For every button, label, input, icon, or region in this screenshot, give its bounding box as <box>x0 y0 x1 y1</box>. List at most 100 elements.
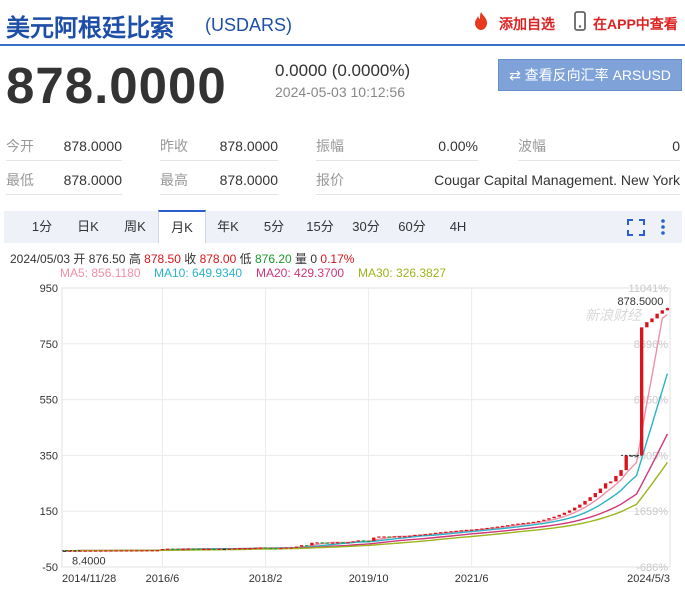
high-value: 878.50 <box>144 252 181 266</box>
candle <box>269 547 273 550</box>
candle <box>238 548 242 550</box>
candle <box>325 542 330 544</box>
volume-value: 0 <box>310 252 318 266</box>
candle <box>665 308 670 311</box>
x-tick-label: 2018/2 <box>249 573 283 585</box>
stat-range: 波幅 0 <box>518 132 680 161</box>
tab-year-k[interactable]: 年K <box>217 219 239 234</box>
candle <box>578 504 582 508</box>
x-tick-label: 2024/5/3 <box>627 573 670 585</box>
candle <box>660 310 664 314</box>
pct-tick-label: 6350% <box>634 395 668 407</box>
tab-5min[interactable]: 5分 <box>263 219 285 234</box>
candle <box>181 548 185 551</box>
tab-4h[interactable]: 4H <box>449 219 467 234</box>
candle <box>207 548 211 550</box>
low-label: 低 <box>239 252 252 266</box>
candle <box>93 550 98 552</box>
page-header: 美元阿根廷比索 (USDARS) 添加自选 在APP中查看 <box>0 0 685 46</box>
x-tick-label: 2014/11/28 <box>62 573 116 585</box>
tab-15min[interactable]: 15分 <box>306 219 334 234</box>
candle <box>593 493 597 498</box>
tab-30min[interactable]: 30分 <box>352 219 380 234</box>
candle <box>655 313 659 319</box>
candle <box>377 536 381 538</box>
candle <box>320 542 324 544</box>
candle <box>361 540 366 542</box>
kline-chart: 950750550350150-5011041%8696%6350%4005%1… <box>40 283 671 585</box>
candle <box>196 548 201 550</box>
candle <box>433 532 438 534</box>
candle <box>294 546 299 548</box>
pct-tick-label: -686% <box>636 562 668 574</box>
candle <box>109 550 113 552</box>
tab-1min[interactable]: 1分 <box>31 219 53 234</box>
period-tabs: 1分 日K 周K 月K 年K 5分 15分 30分 60分 4H <box>4 210 682 243</box>
candle <box>459 530 463 532</box>
candle <box>217 548 221 550</box>
candle <box>418 534 422 536</box>
candle <box>562 512 567 515</box>
high-label: 高 <box>128 252 141 266</box>
close-value: 878.00 <box>199 252 237 266</box>
candle <box>305 545 309 547</box>
add-watch-button[interactable]: 添加自选 <box>499 16 555 32</box>
stat-high: 最高 878.0000 <box>160 166 278 195</box>
candle <box>454 530 458 532</box>
tab-week-k[interactable]: 周K <box>124 219 146 234</box>
candle <box>547 518 551 520</box>
candle <box>526 522 530 524</box>
y-tick-label: 350 <box>40 450 58 462</box>
candle <box>62 550 67 552</box>
price-change: 0.0000 (0.0000%) <box>275 61 411 80</box>
candle <box>140 550 144 552</box>
open-app-button[interactable]: 在APP中查看 <box>593 16 678 32</box>
candle <box>258 547 263 549</box>
candle <box>227 548 232 550</box>
candle <box>202 548 206 550</box>
ma10-legend: MA10: 649.9340 <box>154 266 243 280</box>
candle <box>165 548 170 550</box>
stat-value: 0.00% <box>438 138 478 154</box>
candle <box>588 497 592 501</box>
candle <box>372 537 376 541</box>
candle <box>279 547 283 550</box>
candle <box>248 548 252 550</box>
candle <box>253 547 257 550</box>
quote-timestamp: 2024-05-03 10:12:56 <box>275 84 405 100</box>
tab-60min[interactable]: 60分 <box>398 219 426 234</box>
more-icon[interactable] <box>660 218 666 236</box>
candle <box>98 550 103 552</box>
candle <box>315 542 319 544</box>
reverse-rate-button[interactable]: ⇄ 查看反向汇率 ARSUSD <box>498 59 682 91</box>
fullscreen-icon[interactable] <box>627 219 645 236</box>
watermark: 新浪财经 <box>585 307 643 323</box>
candle <box>609 481 613 484</box>
candle <box>464 529 469 532</box>
tab-month-k[interactable]: 月K <box>158 210 206 243</box>
candle <box>341 542 345 544</box>
candle <box>263 547 268 549</box>
candle <box>83 550 87 552</box>
candle <box>583 500 587 505</box>
ma30-legend: MA30: 326.3827 <box>358 266 447 280</box>
candle <box>330 542 335 544</box>
ma20-line <box>64 433 669 552</box>
candle <box>439 532 443 534</box>
stat-label: 波幅 <box>518 138 546 154</box>
tab-day-k[interactable]: 日K <box>77 219 99 234</box>
candle <box>232 548 237 550</box>
candle <box>366 540 371 542</box>
candle <box>171 548 175 550</box>
page-title: 美元阿根廷比索 <box>6 14 174 42</box>
stat-value: 878.0000 <box>63 172 122 188</box>
x-tick-label: 2021/6 <box>455 573 489 585</box>
ma20-legend: MA20: 429.3700 <box>256 266 345 280</box>
symbol-code: (USDARS) <box>205 15 293 35</box>
candle <box>145 550 149 552</box>
stat-prev-close: 昨收 878.0000 <box>160 132 278 161</box>
open-label: 开 <box>73 252 86 266</box>
ma30-line <box>64 461 668 552</box>
candle <box>310 542 314 546</box>
candle <box>222 548 226 550</box>
